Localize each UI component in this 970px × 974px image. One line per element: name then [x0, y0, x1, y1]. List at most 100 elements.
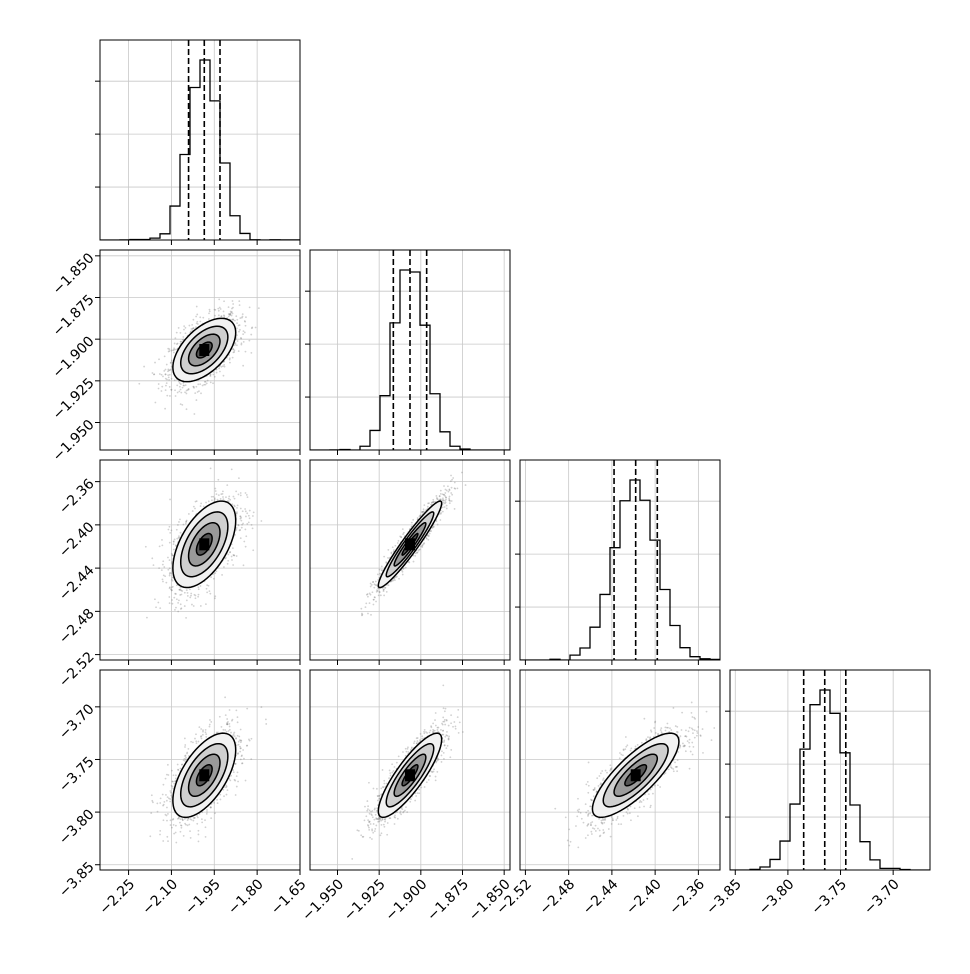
scatter-point	[235, 709, 237, 711]
scatter-point	[161, 545, 163, 547]
ytick-label-1-4: −1.950	[50, 417, 98, 465]
scatter-point	[176, 343, 178, 345]
scatter-point	[248, 340, 250, 342]
scatter-point	[361, 613, 363, 615]
scatter-point	[184, 605, 186, 607]
scatter-point	[240, 537, 242, 539]
scatter-point	[143, 366, 145, 368]
scatter-point	[192, 386, 194, 388]
scatter-point	[448, 489, 450, 491]
scatter-point	[399, 535, 401, 537]
scatter-point	[213, 578, 215, 580]
scatter-point	[428, 535, 430, 537]
scatter-point	[439, 499, 441, 501]
scatter-point	[194, 392, 196, 394]
scatter-point	[158, 567, 160, 569]
ytick-label-2-2: −2.44	[56, 562, 98, 604]
scatter-point	[419, 516, 421, 518]
scatter-point	[170, 572, 172, 574]
plot-area-3-0	[149, 696, 267, 843]
scatter-point	[162, 794, 164, 796]
scatter-point	[249, 517, 251, 519]
scatter-point	[448, 499, 450, 501]
scatter-point	[230, 775, 232, 777]
scatter-point	[240, 495, 242, 497]
panel-3-0: −3.85−3.80−3.75−3.70−2.25−2.10−1.95−1.80…	[56, 670, 310, 918]
scatter-point	[229, 499, 231, 501]
scatter-point	[179, 594, 181, 596]
scatter-point	[169, 386, 171, 388]
scatter-point	[186, 520, 188, 522]
scatter-point	[218, 310, 220, 312]
scatter-point	[167, 368, 169, 370]
scatter-point	[443, 502, 445, 504]
scatter-point	[198, 741, 200, 743]
scatter-point	[202, 385, 204, 387]
scatter-point	[218, 494, 220, 496]
scatter-point	[167, 840, 169, 842]
scatter-point	[165, 794, 167, 796]
scatter-point	[186, 599, 188, 601]
scatter-point	[170, 389, 172, 391]
scatter-point	[214, 315, 216, 317]
scatter-point	[205, 502, 207, 504]
scatter-point	[398, 578, 400, 580]
scatter-point	[385, 587, 387, 589]
scatter-point	[159, 607, 161, 609]
scatter-point	[238, 525, 240, 527]
scatter-point	[240, 517, 242, 519]
scatter-point	[169, 559, 171, 561]
scatter-point	[436, 495, 438, 497]
scatter-point	[235, 529, 237, 531]
scatter-point	[195, 595, 197, 597]
scatter-point	[245, 325, 247, 327]
scatter-point	[393, 549, 395, 551]
scatter-point	[218, 314, 220, 316]
scatter-point	[216, 799, 218, 801]
scatter-point	[208, 318, 210, 320]
scatter-point	[428, 502, 430, 504]
scatter-point	[249, 306, 251, 308]
scatter-point	[217, 308, 219, 310]
scatter-point	[229, 780, 231, 782]
scatter-point	[230, 311, 232, 313]
scatter-point	[241, 524, 243, 526]
scatter-point	[175, 825, 177, 827]
scatter-point	[166, 774, 168, 776]
scatter-point	[394, 579, 396, 581]
scatter-point	[159, 546, 161, 548]
scatter-point	[377, 590, 379, 592]
scatter-point	[162, 578, 164, 580]
scatter-point	[171, 378, 173, 380]
scatter-point	[223, 375, 225, 377]
scatter-point	[229, 552, 231, 554]
scatter-point	[206, 584, 208, 586]
scatter-point	[369, 602, 371, 604]
scatter-point	[167, 569, 169, 571]
scatter-point	[427, 506, 429, 508]
scatter-point	[238, 300, 240, 302]
scatter-point	[245, 546, 247, 548]
scatter-point	[162, 564, 164, 566]
scatter-point	[219, 371, 221, 373]
scatter-point	[387, 557, 389, 559]
scatter-point	[446, 508, 448, 510]
scatter-point	[196, 500, 198, 502]
histogram-0	[100, 60, 300, 240]
scatter-point	[187, 592, 189, 594]
scatter-point	[246, 708, 248, 710]
scatter-point	[185, 327, 187, 329]
scatter-point	[151, 557, 153, 559]
scatter-point	[246, 494, 248, 496]
scatter-point	[190, 595, 192, 597]
scatter-point	[233, 496, 235, 498]
scatter-point	[176, 384, 178, 386]
scatter-point	[161, 569, 163, 571]
axes-frame-2-2	[520, 460, 720, 660]
scatter-point	[243, 341, 245, 343]
scatter-point	[240, 344, 242, 346]
scatter-point	[218, 367, 220, 369]
scatter-point	[183, 325, 185, 327]
scatter-point	[222, 729, 224, 731]
scatter-point	[185, 384, 187, 386]
